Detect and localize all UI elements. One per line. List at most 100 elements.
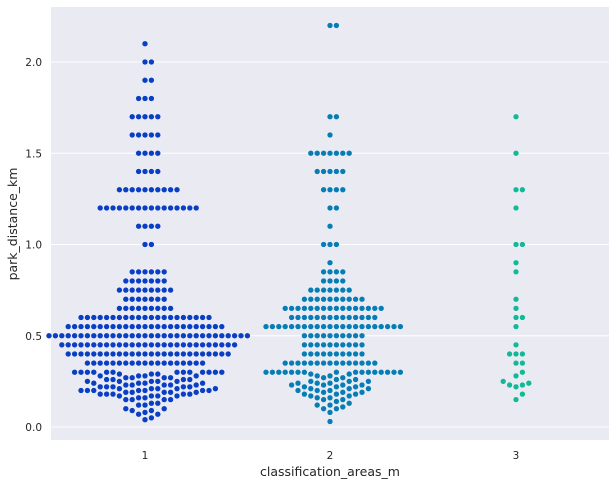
data-point (148, 305, 155, 312)
data-point (148, 378, 155, 385)
data-point (346, 150, 353, 157)
data-point (378, 369, 385, 376)
data-point (180, 341, 187, 348)
data-point (180, 323, 187, 330)
data-point (314, 387, 321, 394)
data-point (148, 341, 155, 348)
data-point (141, 95, 149, 102)
data-point (141, 402, 149, 409)
data-point (90, 341, 97, 348)
data-point (320, 168, 327, 175)
data-point (346, 287, 353, 294)
data-point (199, 341, 206, 348)
data-point (186, 391, 193, 398)
data-point (135, 168, 142, 175)
data-point (135, 305, 142, 312)
data-point (339, 277, 346, 285)
data-point (154, 305, 161, 312)
data-point (186, 204, 193, 212)
data-point (173, 360, 181, 367)
data-point (161, 350, 168, 358)
data-point (326, 350, 334, 358)
data-point (519, 381, 526, 389)
data-point (154, 287, 161, 294)
data-point (326, 168, 334, 175)
data-point (512, 341, 520, 348)
data-point (333, 150, 340, 157)
data-points (45, 22, 532, 425)
data-point (288, 314, 295, 321)
data-point (173, 369, 181, 376)
data-point (116, 370, 123, 378)
data-point (116, 314, 123, 321)
data-point (135, 372, 142, 380)
data-point (161, 296, 168, 303)
data-point (346, 305, 353, 312)
data-point (301, 391, 308, 398)
data-point (225, 350, 232, 358)
data-point (154, 323, 161, 330)
data-point (148, 385, 155, 392)
data-point (116, 186, 123, 193)
data-point (109, 350, 117, 358)
data-point (346, 350, 353, 358)
data-point (135, 287, 142, 294)
data-point (314, 341, 321, 348)
data-point (371, 305, 378, 312)
data-point (320, 305, 327, 312)
data-point (352, 323, 359, 330)
data-point (346, 341, 353, 348)
data-point (122, 332, 129, 339)
data-point (109, 314, 117, 321)
data-point (358, 341, 366, 348)
data-point (103, 376, 110, 383)
data-point (116, 392, 123, 400)
data-point (333, 360, 340, 367)
data-point (122, 287, 129, 294)
data-point (519, 350, 526, 358)
data-point (326, 277, 334, 285)
data-point (339, 314, 346, 321)
data-point (180, 376, 187, 383)
data-point (154, 341, 161, 348)
data-point (365, 369, 372, 376)
data-point (314, 168, 321, 175)
data-point (180, 350, 187, 358)
data-point (512, 305, 520, 312)
data-point (397, 323, 404, 330)
data-point (65, 323, 72, 330)
data-point (390, 323, 398, 330)
data-point (512, 241, 520, 248)
data-point (205, 350, 213, 358)
data-point (97, 391, 104, 398)
data-point (148, 241, 155, 248)
data-point (339, 168, 346, 175)
data-point (122, 374, 129, 381)
data-point (154, 168, 161, 175)
data-point (84, 332, 91, 339)
data-point (320, 323, 327, 330)
data-point (148, 131, 155, 139)
data-point (109, 360, 117, 367)
data-point (326, 131, 334, 139)
data-point (333, 341, 340, 348)
data-point (199, 332, 206, 339)
data-point (141, 372, 149, 380)
data-point (512, 296, 520, 303)
data-point (339, 403, 346, 411)
data-point (180, 391, 187, 398)
data-point (294, 380, 302, 387)
data-point (218, 341, 225, 348)
data-point (97, 332, 104, 339)
data-point (378, 323, 385, 330)
data-point (218, 323, 225, 330)
data-point (307, 287, 314, 294)
data-point (314, 380, 321, 387)
data-point (77, 350, 85, 358)
data-point (193, 389, 200, 396)
data-point (212, 332, 219, 339)
data-point (167, 381, 174, 389)
data-point (77, 332, 85, 339)
data-point (180, 314, 187, 321)
data-point (506, 350, 513, 358)
